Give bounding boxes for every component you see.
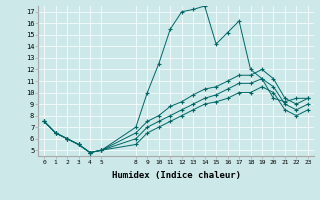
X-axis label: Humidex (Indice chaleur): Humidex (Indice chaleur) [111,171,241,180]
